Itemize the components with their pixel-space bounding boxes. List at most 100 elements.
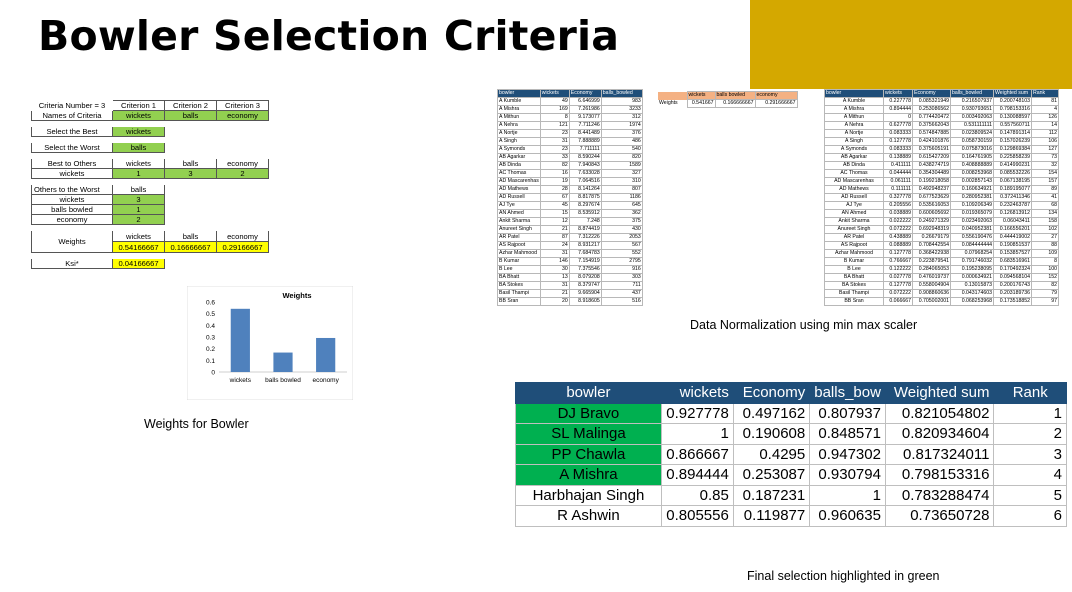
cell: 0.119877 (732, 505, 811, 527)
cell: 0.692948319 (912, 225, 951, 234)
cell: 0.200748103 (993, 97, 1032, 106)
cell: 0.354304489 (912, 169, 951, 178)
bowler-name: A Symonds (824, 145, 884, 154)
bowler-name: AR Patel (824, 233, 884, 242)
cell: 0.73650728 (884, 505, 995, 527)
final-selection: bowler wickets Economy balls_bow Weighted su… (515, 382, 1067, 534)
table-row: AD Mathews 0.111111 0.492948237 0.160634921… (824, 185, 1059, 194)
cell: 2795 (600, 257, 643, 266)
header-row: bowler wickets Economy balls_bowled (497, 89, 643, 98)
bowler-name: BB Sran (824, 297, 884, 306)
cell: 0.127778 (883, 249, 913, 258)
table-row: DJ Bravo 0.927778 0.497162 0.807937 0.821054… (515, 402, 1067, 424)
bowler-name: Basil Thampi (824, 289, 884, 298)
table-row: Azhar Mahmood 31 7.684783 552 (497, 249, 643, 258)
cell: 1 (660, 423, 734, 445)
best-to-others-label: Best to Others (31, 158, 113, 169)
y-tick-label: 0.2 (206, 346, 215, 353)
cell: 0.535616053 (912, 201, 951, 210)
bowler-name: A Singh (497, 137, 541, 146)
column-header: wickets (539, 89, 570, 98)
cell: 0.476019737 (912, 273, 951, 282)
cell: 8.379747 (568, 281, 602, 290)
cell: 0.160634921 (950, 185, 994, 194)
column-header: Economy (732, 382, 811, 404)
table-row: A Nortje 0.083333 0.574847885 0.023809524 0.… (824, 129, 1059, 138)
table-row: AJ Tye 0.205556 0.535616053 0.109206349 0.23… (824, 201, 1059, 210)
weights-col: economy (216, 230, 269, 242)
table-row: R Ashwin 0.805556 0.119877 0.960635 0.736507… (515, 505, 1067, 527)
y-tick-label: 0.4 (206, 323, 215, 330)
bowler-name: AB Agarkar (824, 153, 884, 162)
rank-cell: 14 (1031, 121, 1059, 130)
cell: 0.189195077 (993, 185, 1032, 194)
cell: 0.414990231 (993, 161, 1032, 170)
cell: 0.109206349 (950, 201, 994, 210)
weight-value: 0.166666667 (714, 99, 756, 108)
cell: 0.07968254 (950, 249, 994, 258)
criteria-number: Criteria Number = 3 (38, 101, 106, 110)
cell: 0.497162 (732, 402, 811, 424)
bowler-name: PP Chawla (515, 443, 662, 465)
cell: 0.438274719 (912, 161, 951, 170)
cell: 0.075873016 (950, 145, 994, 154)
caption-weights: Weights for Bowler (144, 417, 249, 431)
cell: 0.438889 (883, 233, 913, 242)
criterion-3-header: Criterion 3 (216, 100, 269, 111)
cell: 0.798153316 (884, 464, 995, 486)
cell: 0.531111111 (950, 121, 994, 130)
table-row: A Mishra 0.894444 0.253087 0.930794 0.798153… (515, 464, 1067, 486)
cell: 0.138889 (883, 153, 913, 162)
bowler-name: B Kumar (497, 257, 541, 266)
column-header: balls_bowled (600, 89, 643, 98)
rank-cell: 4 (1031, 105, 1059, 114)
cell: 7.375546 (568, 265, 602, 274)
cell: 983 (600, 97, 643, 106)
otw-row-label: wickets (31, 194, 113, 205)
bowler-name: BA Stokes (497, 281, 541, 290)
cell: 0.408888889 (950, 161, 994, 170)
table-row: B Kumar 0.766667 0.223879541 0.791746032 0.6… (824, 257, 1059, 266)
criterion-name: economy (216, 110, 269, 121)
chart-title: Weights (282, 291, 311, 300)
column-header: balls_bowled (950, 89, 994, 98)
cell: 49 (539, 97, 570, 106)
cell: 0.058730159 (950, 137, 994, 146)
cell: 0.894444 (883, 105, 913, 114)
cell: 0.627778 (883, 121, 913, 130)
bowler-name: A Nehra (497, 121, 541, 130)
cell: 540 (600, 145, 643, 154)
cell: 0.375605191 (912, 145, 951, 154)
bowler-name: A Mishra (497, 105, 541, 114)
header-row: wickets balls bowled economy (658, 91, 798, 100)
cell: 0.122222 (883, 265, 913, 274)
rank-cell: 152 (1031, 273, 1059, 282)
bowler-name: A Kumble (497, 97, 541, 106)
cell: 0.190608 (732, 423, 811, 445)
bowler-name: Basil Thampi (497, 289, 541, 298)
weights-table: wickets balls bowled economy Weights 0.54166… (658, 91, 798, 108)
table-row: A Nortje 23 8.441489 376 (497, 129, 643, 138)
cell: 8.590244 (568, 153, 602, 162)
cell: 0 (883, 113, 913, 122)
bowler-name: A Kumble (824, 97, 884, 106)
cell: 645 (600, 201, 643, 210)
cell: 8.441489 (568, 129, 602, 138)
normalization-sheet: bowler wickets Economy balls_bowled A Kumble… (497, 89, 1069, 311)
bowler-name: BA Bhatt (497, 273, 541, 282)
chart-bar (316, 337, 336, 372)
cell: 0.280952381 (950, 193, 994, 202)
criterion-name: wickets (112, 110, 165, 121)
cell: 567 (600, 241, 643, 250)
cell: 0.129869384 (993, 145, 1032, 154)
rank-cell: 3 (993, 443, 1067, 465)
cell: 0.008253968 (950, 169, 994, 178)
cell: 0.195238095 (950, 265, 994, 274)
bowler-name: A Symonds (497, 145, 541, 154)
rank-cell: 126 (1031, 113, 1059, 122)
otw-value: 3 (112, 194, 165, 205)
criteria-table: Criteria Number = 3 Criterion 1 Criterio… (31, 100, 269, 269)
cell: 0.094568104 (993, 273, 1032, 282)
table-row: BA Stokes 31 8.379747 711 (497, 281, 643, 290)
best-label: Select the Best (31, 126, 113, 137)
